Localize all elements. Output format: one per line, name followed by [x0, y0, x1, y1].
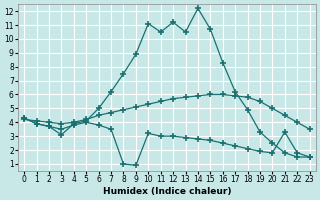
X-axis label: Humidex (Indice chaleur): Humidex (Indice chaleur): [103, 187, 231, 196]
